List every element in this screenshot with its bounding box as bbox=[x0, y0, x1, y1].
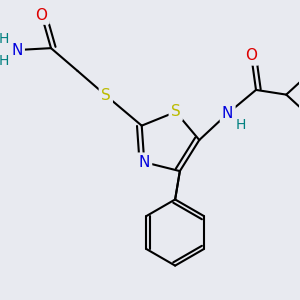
Text: O: O bbox=[245, 48, 257, 63]
Text: N: N bbox=[11, 43, 22, 58]
Text: S: S bbox=[171, 104, 181, 119]
Text: N: N bbox=[222, 106, 233, 121]
Text: H: H bbox=[0, 32, 9, 46]
Text: H: H bbox=[236, 118, 246, 132]
Text: N: N bbox=[139, 155, 150, 170]
Text: O: O bbox=[35, 8, 47, 22]
Text: S: S bbox=[101, 88, 111, 103]
Text: H: H bbox=[0, 54, 9, 68]
